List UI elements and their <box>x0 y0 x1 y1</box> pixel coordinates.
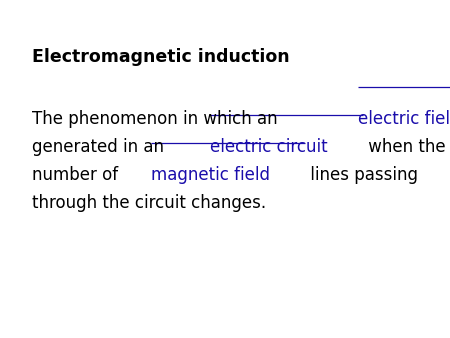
Text: number of: number of <box>32 166 123 184</box>
Text: electric field: electric field <box>358 110 450 128</box>
Text: Electromagnetic induction: Electromagnetic induction <box>32 48 290 66</box>
Text: generated in an: generated in an <box>32 138 169 156</box>
Text: when the: when the <box>363 138 446 156</box>
Text: lines passing: lines passing <box>305 166 418 184</box>
Text: magnetic field: magnetic field <box>151 166 270 184</box>
Text: through the circuit changes.: through the circuit changes. <box>32 194 266 212</box>
Text: electric circuit: electric circuit <box>210 138 328 156</box>
Text: The phenomenon in which an: The phenomenon in which an <box>32 110 283 128</box>
